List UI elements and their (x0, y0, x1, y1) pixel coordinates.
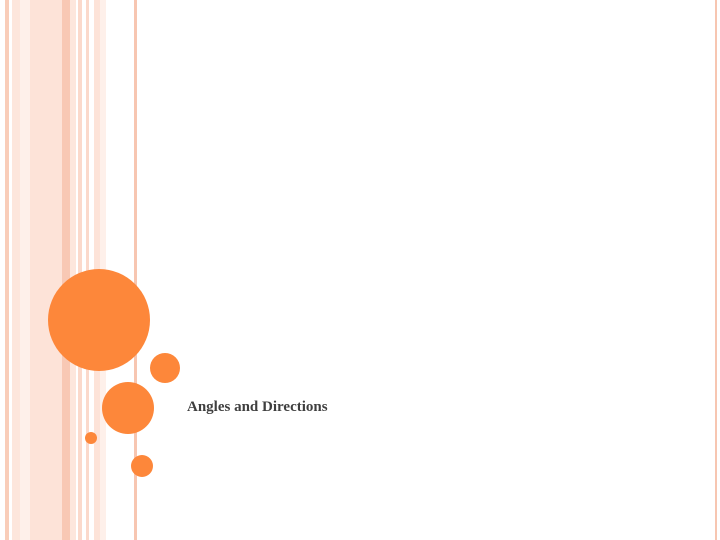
circle (150, 353, 180, 383)
stripe (12, 0, 20, 540)
stripe (86, 0, 89, 540)
border-line (715, 0, 717, 540)
circle (48, 269, 150, 371)
stripe (62, 0, 70, 540)
stripe (70, 0, 76, 540)
circle (102, 382, 154, 434)
stripe (20, 0, 30, 540)
stripe (134, 0, 137, 540)
circle (85, 432, 97, 444)
circle (131, 455, 153, 477)
stripe (30, 0, 62, 540)
stripe (78, 0, 82, 540)
stripe (5, 0, 9, 540)
slide-title: Angles and Directions (187, 399, 328, 415)
